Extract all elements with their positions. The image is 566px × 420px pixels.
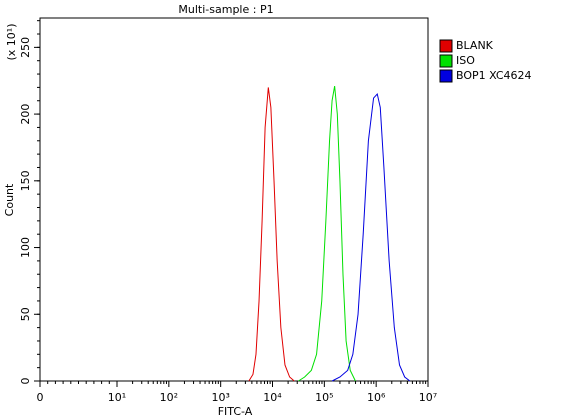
plot-frame [39,17,429,382]
y-tick-label: 200 [19,104,32,125]
histogram-line [331,93,411,382]
y-tick-label: 0 [19,378,32,385]
x-tick-label: 10⁵ [315,391,333,404]
y-multiplier: (x 10¹) [5,24,18,61]
x-axis-label: FITC-A [218,405,253,418]
legend-label: BLANK [456,39,494,52]
legend-swatch [439,69,453,83]
histogram-line [298,85,356,382]
x-tick-label: 10³ [211,391,229,404]
legend-label: BOP1 XC4624 [456,69,532,82]
chart-title: Multi-sample : P1 [178,3,273,16]
x-tick-label: 10⁴ [263,391,282,404]
y-axis-label: Count [3,183,16,216]
x-tick-label: 10⁶ [367,391,386,404]
x-tick-label: 0 [37,391,44,404]
legend-swatch [439,54,453,68]
y-tick-label: 50 [19,307,32,321]
legend-label: ISO [456,54,475,67]
y-tick-label: 150 [19,170,32,191]
x-tick-label: 10⁷ [419,391,437,404]
legend-swatch [439,39,453,53]
y-tick-label: 100 [19,237,32,258]
y-tick-label: 250 [19,37,32,58]
x-tick-label: 10¹ [108,391,126,404]
histogram-line [248,87,295,382]
x-tick-label: 10² [160,391,178,404]
